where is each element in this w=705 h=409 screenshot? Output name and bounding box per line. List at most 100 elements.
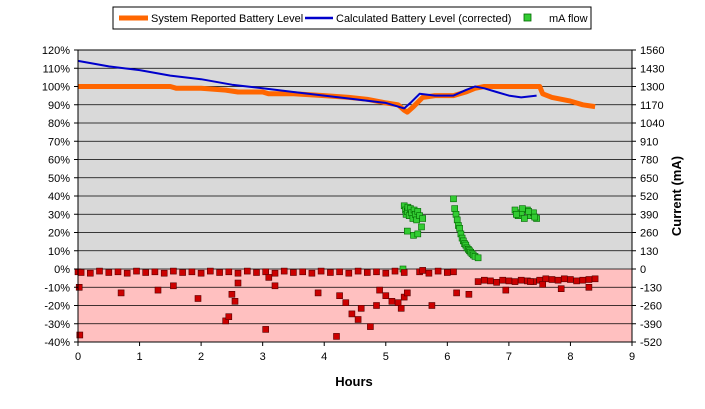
point-series-3 bbox=[363, 269, 371, 276]
point-series-3 bbox=[465, 290, 473, 298]
point-series-3 bbox=[188, 268, 196, 276]
point-series-3 bbox=[197, 269, 205, 277]
left-tick-label: 100% bbox=[42, 82, 70, 94]
left-tick-label: -40% bbox=[44, 337, 70, 349]
point-series-3 bbox=[154, 286, 162, 294]
point-series-3 bbox=[327, 269, 334, 276]
point-series-3 bbox=[428, 302, 436, 309]
point-series-3 bbox=[357, 304, 365, 312]
point-series-3 bbox=[474, 278, 482, 285]
point-series-3 bbox=[527, 278, 534, 285]
right-tick-label: -130 bbox=[640, 282, 662, 294]
right-axis-title: Current (mA) bbox=[669, 156, 684, 236]
point-series-3 bbox=[228, 290, 236, 298]
point-series-3 bbox=[382, 269, 390, 277]
left-tick-label: 30% bbox=[48, 209, 70, 221]
point-series-2 bbox=[519, 205, 526, 212]
point-series-3 bbox=[170, 267, 177, 275]
series-line-1 bbox=[77, 59, 537, 110]
point-series-3 bbox=[419, 267, 427, 274]
left-tick-label: 40% bbox=[48, 191, 70, 203]
point-series-3 bbox=[265, 274, 273, 281]
point-series-3 bbox=[499, 276, 507, 284]
point-series-3 bbox=[290, 269, 297, 276]
point-series-2 bbox=[414, 230, 422, 238]
point-series-3 bbox=[382, 292, 390, 300]
left-tick-label: 60% bbox=[48, 155, 70, 167]
right-tick-label: -520 bbox=[640, 337, 662, 349]
point-series-3 bbox=[403, 289, 411, 297]
series-line-0 bbox=[78, 84, 596, 115]
legend-label-ma: mA flow bbox=[549, 13, 588, 25]
right-tick-label: 260 bbox=[640, 228, 658, 240]
right-tick-label: 1040 bbox=[640, 118, 664, 130]
point-series-2 bbox=[531, 213, 539, 221]
point-series-3 bbox=[151, 268, 159, 276]
point-series-3 bbox=[434, 267, 442, 275]
x-tick-label: 3 bbox=[260, 351, 266, 363]
point-series-3 bbox=[373, 302, 380, 309]
x-tick-label: 6 bbox=[444, 351, 450, 363]
point-series-2 bbox=[403, 227, 411, 235]
x-tick-label: 8 bbox=[567, 351, 573, 363]
point-series-3 bbox=[560, 275, 568, 283]
point-series-3 bbox=[517, 276, 525, 284]
series-layer bbox=[74, 59, 599, 340]
x-tick-label: 4 bbox=[321, 351, 327, 363]
point-series-3 bbox=[354, 316, 362, 323]
point-series-3 bbox=[573, 277, 580, 285]
point-series-3 bbox=[397, 304, 405, 312]
point-series-3 bbox=[216, 269, 223, 276]
point-series-3 bbox=[105, 269, 113, 276]
point-series-3 bbox=[194, 295, 202, 302]
left-tick-label: 80% bbox=[48, 118, 70, 130]
left-tick-label: 0% bbox=[54, 264, 70, 276]
point-series-3 bbox=[76, 331, 84, 339]
left-tick-label: -10% bbox=[44, 282, 70, 294]
left-tick-label: 20% bbox=[48, 228, 70, 240]
right-tick-label: 1170 bbox=[640, 100, 664, 112]
point-series-3 bbox=[585, 283, 593, 291]
point-series-3 bbox=[179, 269, 186, 276]
point-series-3 bbox=[87, 269, 94, 277]
point-series-3 bbox=[450, 268, 457, 276]
x-axis-ticks: 0 1 2 3 4 5 6 7 8 9 bbox=[75, 351, 635, 363]
point-series-3 bbox=[557, 285, 565, 293]
point-series-3 bbox=[542, 275, 550, 283]
right-tick-label: 1430 bbox=[640, 63, 664, 75]
x-tick-label: 0 bbox=[75, 351, 81, 363]
point-series-2 bbox=[450, 195, 457, 203]
point-series-3 bbox=[579, 276, 587, 284]
point-series-3 bbox=[299, 268, 307, 276]
point-series-3 bbox=[345, 269, 353, 277]
point-series-3 bbox=[262, 326, 270, 333]
legend-label-system: System Reported Battery Level bbox=[151, 13, 303, 25]
left-axis-ticks: -40% -30% -20% -10% 0% 10% 20% 30% 40% 50% 60% 70% 8… bbox=[42, 45, 70, 349]
point-series-3 bbox=[244, 267, 251, 275]
x-tick-label: 1 bbox=[136, 351, 142, 363]
right-axis-ticks: -520 -390 -260 -130 0 130 260 390 520 650 780 910 10… bbox=[640, 45, 664, 349]
point-series-2 bbox=[452, 211, 460, 218]
point-series-3 bbox=[314, 289, 322, 297]
point-series-3 bbox=[225, 313, 233, 321]
x-axis-title: Hours bbox=[335, 374, 373, 389]
left-tick-label: -20% bbox=[44, 301, 70, 313]
point-series-2 bbox=[451, 205, 459, 212]
point-series-3 bbox=[443, 269, 451, 276]
point-series-3 bbox=[231, 297, 239, 305]
right-tick-label: 520 bbox=[640, 191, 658, 203]
right-tick-label: 130 bbox=[640, 246, 658, 258]
point-series-3 bbox=[367, 323, 374, 330]
x-tick-label: 7 bbox=[506, 351, 512, 363]
point-series-3 bbox=[342, 299, 350, 307]
point-series-3 bbox=[234, 279, 242, 287]
point-series-3 bbox=[317, 267, 325, 275]
point-series-3 bbox=[336, 292, 343, 300]
point-series-3 bbox=[234, 269, 242, 277]
point-series-3 bbox=[376, 286, 383, 294]
point-series-3 bbox=[502, 286, 510, 294]
left-tick-label: 120% bbox=[42, 45, 70, 57]
point-series-3 bbox=[354, 267, 362, 275]
x-tick-label: 5 bbox=[383, 351, 389, 363]
legend-box bbox=[112, 6, 592, 30]
